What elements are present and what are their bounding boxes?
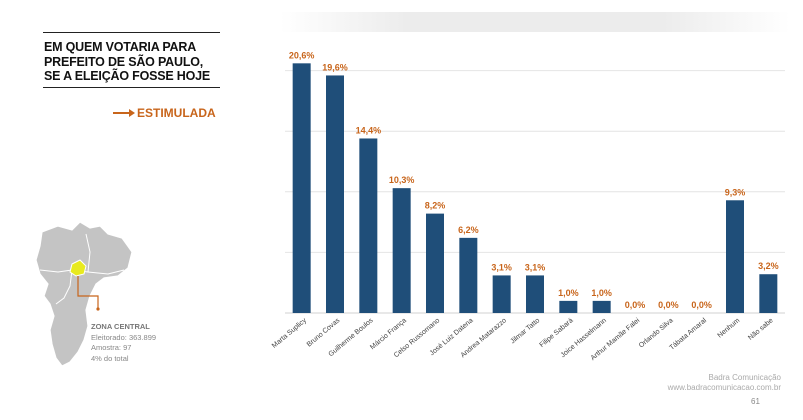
page-title: EM QUEM VOTARIA PARA PREFEITO DE SÃO PAU… (44, 40, 234, 84)
bar (359, 138, 378, 313)
subtitle: ESTIMULADA (113, 106, 216, 120)
subtitle-label: ESTIMULADA (137, 106, 216, 120)
category-label: Tábata Amaral (669, 317, 709, 352)
bar (759, 274, 778, 313)
data-label: 10,3% (389, 175, 415, 185)
bar (392, 188, 411, 313)
data-label: 19,6% (322, 62, 348, 72)
map-region-shape (35, 221, 133, 367)
data-label: 0,0% (691, 300, 712, 310)
data-label: 6,2% (458, 225, 479, 235)
bar (559, 300, 578, 313)
title-line-3: SE A ELEIÇÃO FOSSE HOJE (44, 69, 211, 83)
bar (459, 237, 478, 313)
category-label: Filipe Sabará (539, 317, 575, 349)
data-label: 3,1% (525, 262, 546, 272)
bar (426, 213, 444, 313)
title-line-2: PREFEITO DE SÃO PAULO, (44, 54, 204, 69)
chart-area: 20,6% Marta Suplicy 19,6% Bruno Covas 14,4% G… (240, 0, 803, 415)
bar (292, 63, 311, 313)
category-label: Marta Suplicy (271, 317, 308, 350)
category-label: Não sabe (747, 317, 775, 342)
map-icon (35, 221, 133, 367)
data-label: 0,0% (625, 300, 646, 310)
header-stripe (280, 12, 790, 32)
map-pointer-dot (96, 307, 100, 311)
title-bottom-rule (43, 87, 220, 88)
bar (326, 75, 344, 313)
footer-website: www.badracomunicacao.com.br (667, 383, 781, 392)
category-label: Nenhum (717, 317, 742, 339)
category-label: Bruno Covas (306, 317, 342, 349)
zone-info: ZONA CENTRAL Eleitorado: 363.899 Amostra… (91, 322, 156, 364)
bar (726, 200, 744, 313)
bar (526, 275, 544, 313)
data-label: 3,1% (491, 262, 512, 272)
zone-electorate: Eleitorado: 363.899 (91, 332, 157, 342)
zone-share: 4% do total (91, 353, 129, 363)
map-pointer-line (77, 276, 99, 308)
footer: Badra Comunicação www.badracomunicacao.c… (668, 373, 781, 393)
map-region-divider (55, 269, 73, 305)
arrow-right-icon (113, 109, 135, 117)
map-central-zone (69, 259, 87, 277)
title-top-rule (43, 32, 220, 33)
data-label: 1,0% (591, 288, 612, 298)
data-label: 20,6% (289, 50, 315, 60)
zone-name: ZONA CENTRAL (91, 322, 150, 331)
data-label: 9,3% (725, 187, 746, 197)
data-label: 8,2% (425, 201, 446, 211)
bar (592, 300, 611, 313)
bar (492, 275, 511, 313)
data-label: 3,2% (758, 261, 779, 271)
data-label: 0,0% (658, 300, 679, 310)
map-region-divider (85, 233, 91, 273)
page-number: 61 (751, 397, 760, 406)
category-label: Jilmar Tatto (509, 317, 541, 345)
data-label: 14,4% (356, 125, 382, 135)
title-line-1: EM QUEM VOTARIA PARA (44, 40, 197, 54)
zone-sample: Amostra: 97 (91, 343, 132, 352)
data-label: 1,0% (558, 288, 579, 298)
footer-company: Badra Comunicação (708, 373, 781, 382)
left-panel: EM QUEM VOTARIA PARA PREFEITO DE SÃO PAU… (0, 0, 240, 415)
sao-paulo-map (28, 212, 168, 370)
